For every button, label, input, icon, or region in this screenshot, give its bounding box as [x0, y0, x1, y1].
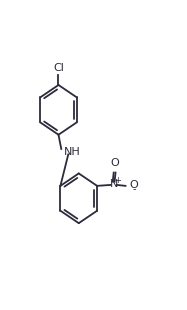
Text: NH: NH — [64, 147, 81, 157]
Text: O: O — [129, 180, 138, 190]
Text: +: + — [114, 176, 121, 185]
Text: O: O — [110, 158, 119, 168]
Text: Cl: Cl — [53, 63, 64, 73]
Text: -: - — [133, 184, 137, 194]
Text: N: N — [110, 179, 118, 189]
